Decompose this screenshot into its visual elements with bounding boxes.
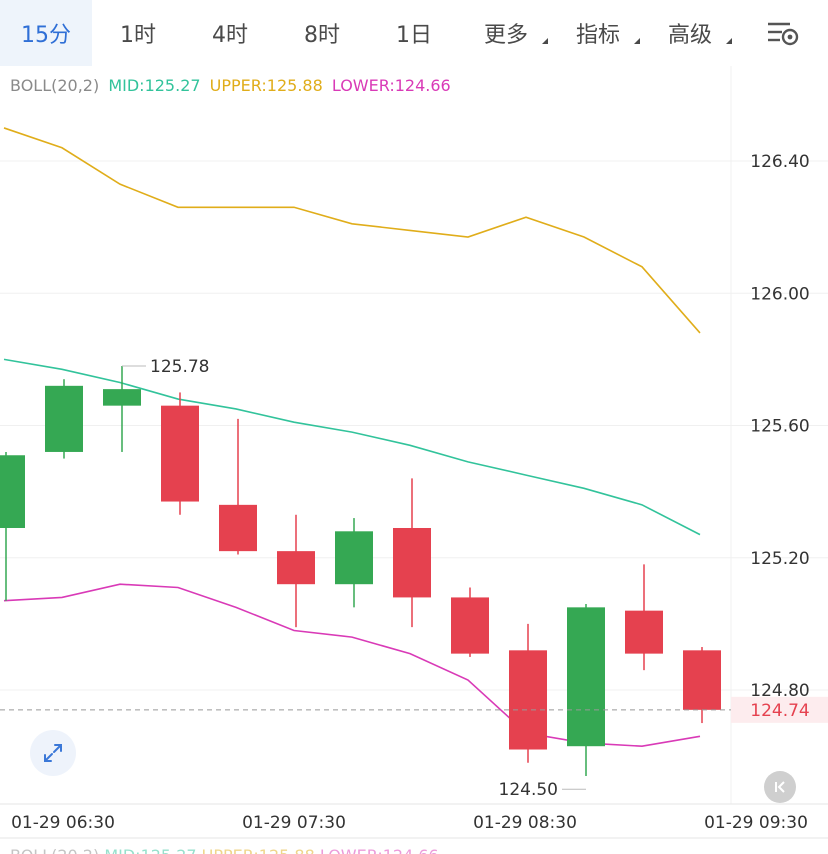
dropdown-caret-icon	[634, 38, 640, 44]
boll-mid-line	[3, 358, 701, 536]
expand-icon	[44, 744, 62, 762]
candle-body[interactable]	[277, 551, 315, 585]
boll-upper-line	[3, 127, 701, 334]
candle-body[interactable]	[567, 607, 605, 747]
tab-3[interactable]: 8时	[276, 0, 368, 66]
tab-6[interactable]: 指标	[552, 0, 644, 66]
tab-7[interactable]: 高级	[644, 0, 736, 66]
tab-label: 8时	[304, 23, 340, 48]
tab-label: 更多	[483, 23, 528, 48]
candle-body[interactable]	[161, 405, 199, 502]
y-tick-label: 126.40	[750, 152, 809, 172]
candle-body[interactable]	[625, 610, 663, 654]
boll-legend-name: BOLL(20,2)	[10, 76, 100, 95]
y-tick-label: 125.60	[750, 417, 809, 437]
y-tick-label: 126.00	[750, 284, 809, 304]
candle-body[interactable]	[451, 597, 489, 654]
boll-legend-upper: UPPER:125.88	[209, 76, 323, 95]
tab-4[interactable]: 1日	[368, 0, 460, 66]
x-tick-label: 01-29 06:30	[11, 813, 115, 833]
tab-label: 1日	[396, 23, 432, 48]
boll-legend-mid: MID:125.27	[108, 76, 201, 95]
scroll-to-latest-button[interactable]	[764, 771, 796, 803]
y-tick-label: 124.80	[750, 681, 809, 701]
x-tick-label: 01-29 09:30	[704, 813, 808, 833]
candle-body[interactable]	[683, 650, 721, 710]
timeframe-tabbar: 15分 1时 4时 8时 1日 更多 指标 高级	[0, 0, 828, 66]
low-marker-label: 124.50	[499, 780, 558, 800]
tab-1[interactable]: 1时	[92, 0, 184, 66]
x-tick-label: 01-29 07:30	[242, 813, 346, 833]
expand-chart-button[interactable]	[30, 730, 76, 776]
candle-body[interactable]	[219, 504, 257, 552]
boll-legend-bottom-name: BOLL(20,2)	[10, 846, 99, 854]
tab-5[interactable]: 更多	[460, 0, 552, 66]
skip-to-latest-icon	[775, 781, 785, 793]
candle-body[interactable]	[45, 385, 83, 452]
candle-body[interactable]	[335, 531, 373, 585]
candle-body[interactable]	[393, 527, 431, 598]
boll-legend-bottom-mid: MID:125.27	[104, 846, 196, 854]
tab-label: 高级	[667, 23, 712, 48]
candle-body[interactable]	[0, 455, 25, 528]
y-tick-label: 125.20	[750, 549, 809, 569]
tab-2[interactable]: 4时	[184, 0, 276, 66]
high-marker-label: 125.78	[150, 357, 209, 377]
dropdown-caret-icon	[726, 38, 732, 44]
candle-body[interactable]	[509, 650, 547, 750]
boll-legend-bottom-lower: LOWER:124.66	[320, 846, 439, 854]
current-price-tag-bg	[731, 696, 828, 723]
boll-legend-bottom-upper: UPPER:125.88	[202, 846, 315, 854]
boll-legend-lower: LOWER:124.66	[331, 76, 451, 95]
tab-label: 1时	[120, 23, 156, 48]
boll-legend-bottom: BOLL(20,2) MID:125.27 UPPER:125.88 LOWER…	[10, 846, 439, 854]
dropdown-caret-icon	[542, 38, 548, 44]
candle-body[interactable]	[103, 389, 141, 406]
candlestick-chart[interactable]: 126.40 126.00 125.60 125.20 124.80 01-29 06:3…	[0, 66, 828, 854]
tab-0[interactable]: 15分	[0, 0, 92, 66]
boll-legend: BOLL(20,2) MID:125.27 UPPER:125.88 LOWER…	[10, 76, 455, 95]
chart-settings-icon[interactable]	[766, 18, 802, 48]
x-tick-label: 01-29 08:30	[473, 813, 577, 833]
tab-label: 4时	[212, 23, 248, 48]
current-price-label: 124.74	[750, 701, 809, 721]
tab-label: 15分	[21, 23, 71, 48]
tab-label: 指标	[575, 23, 620, 48]
